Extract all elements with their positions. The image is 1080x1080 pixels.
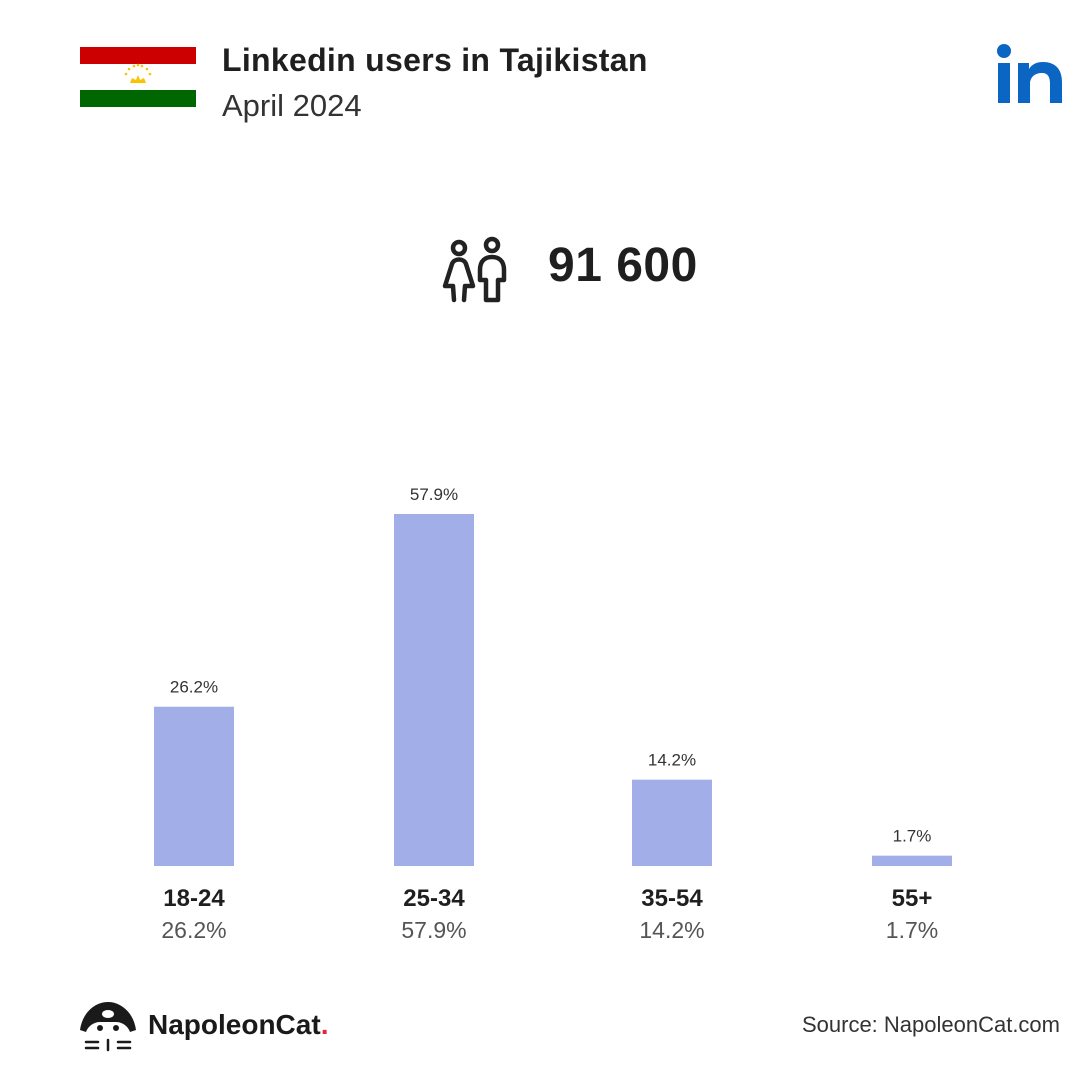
bar-data-label-18-24: 26.2% bbox=[170, 678, 218, 697]
category-percent-18-24: 26.2% bbox=[161, 917, 226, 943]
users-icon bbox=[442, 236, 507, 303]
bar-25-34 bbox=[394, 514, 474, 866]
category-label-25-34: 25-34 bbox=[403, 885, 465, 912]
category-percent-55+: 1.7% bbox=[886, 917, 938, 943]
category-label-35-54: 35-54 bbox=[641, 885, 703, 912]
bar-18-24 bbox=[154, 706, 234, 866]
flag-green-stripe bbox=[80, 90, 196, 107]
linkedin-logo-icon bbox=[997, 44, 1062, 103]
bar-data-label-35-54: 14.2% bbox=[648, 751, 696, 770]
napoleoncat-logo-icon bbox=[80, 1002, 136, 1052]
bar-data-label-25-34: 57.9% bbox=[410, 485, 458, 504]
tajikistan-flag bbox=[80, 47, 196, 107]
bar-55+ bbox=[872, 855, 952, 866]
bar-35-54 bbox=[632, 779, 712, 866]
category-percent-35-54: 14.2% bbox=[639, 917, 704, 943]
page-subtitle: April 2024 bbox=[222, 88, 362, 123]
brand-name: NapoleonCat. bbox=[148, 1009, 329, 1040]
category-label-18-24: 18-24 bbox=[163, 885, 225, 912]
flag-emblem-icon bbox=[124, 63, 152, 83]
total-users-value: 91 600 bbox=[548, 239, 698, 292]
bar-data-label-55+: 1.7% bbox=[893, 827, 932, 846]
source-label: Source: NapoleonCat.com bbox=[801, 1012, 1060, 1037]
flag-red-stripe bbox=[80, 47, 196, 64]
category-percent-25-34: 57.9% bbox=[401, 917, 466, 943]
category-label-55+: 55+ bbox=[892, 885, 933, 912]
page-title: Linkedin users in Tajikistan bbox=[222, 42, 648, 78]
